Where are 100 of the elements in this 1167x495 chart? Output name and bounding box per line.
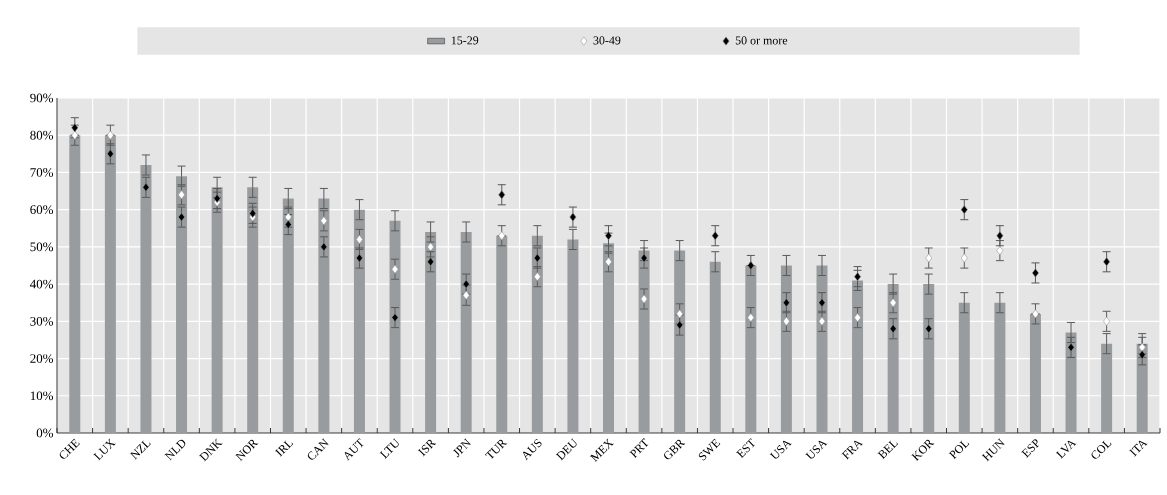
y-tick-label: 50% <box>30 242 54 252</box>
y-tick-label: 10% <box>30 391 54 401</box>
point <box>178 212 185 222</box>
point <box>676 320 684 330</box>
bar <box>567 239 579 433</box>
point <box>782 298 790 308</box>
point <box>533 272 541 282</box>
bar <box>389 220 401 433</box>
legend-label: 15-29 <box>451 36 479 45</box>
bar <box>994 302 1006 433</box>
x-tick-label: USA <box>805 440 828 459</box>
point <box>960 205 968 215</box>
point <box>533 253 541 263</box>
point <box>1032 268 1039 278</box>
x-tick-label: ESP <box>1021 439 1039 458</box>
point <box>711 231 719 241</box>
x-tick-label: NZL <box>129 440 151 460</box>
point <box>960 253 968 263</box>
point <box>818 316 826 326</box>
bar <box>1065 332 1077 433</box>
bar <box>638 250 650 433</box>
x-tick-label: CHE <box>59 438 80 459</box>
point <box>355 234 363 244</box>
bar <box>958 302 970 433</box>
legend-label: 30-49 <box>593 36 621 45</box>
point <box>142 182 150 192</box>
bar <box>282 198 294 433</box>
y-tick-label: 20% <box>30 354 54 363</box>
x-tick-label: IRL <box>274 440 294 457</box>
point <box>889 324 897 334</box>
y-tick-label: 80% <box>30 130 54 140</box>
point <box>462 290 470 300</box>
bar <box>496 235 508 433</box>
point <box>284 212 292 222</box>
point <box>854 313 862 323</box>
point <box>427 242 435 252</box>
x-tick-label: BEL <box>877 440 899 460</box>
point <box>1138 350 1146 360</box>
bar <box>176 176 188 433</box>
bar <box>603 243 614 433</box>
x-tick-label: ISR <box>417 439 437 457</box>
point <box>1103 257 1111 267</box>
bar <box>923 284 935 433</box>
bar <box>353 209 365 433</box>
x-tick-label: USA <box>769 440 792 459</box>
y-tick-label: 90% <box>30 93 54 103</box>
point <box>498 190 506 200</box>
point <box>106 149 114 159</box>
point <box>284 220 292 230</box>
point <box>640 294 648 304</box>
y-tick-label: 0% <box>36 428 54 438</box>
point <box>462 279 470 289</box>
point <box>747 260 755 270</box>
bar <box>247 187 259 433</box>
point <box>427 257 435 267</box>
point <box>391 264 399 274</box>
point <box>996 231 1004 241</box>
x-tick-label: PRT <box>629 438 649 459</box>
point <box>178 190 185 200</box>
bar <box>460 231 472 433</box>
bar <box>425 231 437 433</box>
x-tick-label: JPN <box>453 438 471 458</box>
point <box>320 242 328 252</box>
point <box>106 130 114 140</box>
bar <box>1101 343 1113 433</box>
point <box>747 313 755 323</box>
legend-label: 50 or more <box>735 36 788 45</box>
y-tick-label: 40% <box>30 279 54 289</box>
point <box>996 246 1004 256</box>
point <box>676 309 684 319</box>
y-tick-label: 60% <box>30 205 54 215</box>
bar <box>780 265 792 433</box>
x-tick-label: TUR <box>485 439 508 460</box>
point <box>925 253 933 263</box>
x-tick-label: ITA <box>1129 440 1148 457</box>
x-tick-label: COL <box>1091 440 1112 459</box>
point <box>925 324 933 334</box>
y-tick-label: 70% <box>30 168 54 177</box>
point <box>498 231 506 241</box>
x-tick-label: EST <box>736 438 756 459</box>
point <box>889 298 897 308</box>
bar <box>674 250 686 433</box>
point <box>605 257 612 267</box>
point <box>818 298 826 308</box>
x-tick-label: POL <box>948 440 970 460</box>
point <box>569 212 577 222</box>
bar <box>140 164 152 433</box>
bar <box>1029 313 1041 433</box>
bar <box>69 135 81 433</box>
y-tick-label: 30% <box>30 316 54 326</box>
x-tick-label: FRA <box>841 440 864 460</box>
x-tick-label: LVA <box>1055 440 1077 459</box>
point <box>1032 309 1039 319</box>
point <box>355 253 363 263</box>
point <box>320 216 328 226</box>
point <box>782 316 790 326</box>
bar <box>531 235 543 433</box>
bar <box>318 198 330 433</box>
bar <box>211 187 223 433</box>
point <box>1103 316 1111 326</box>
